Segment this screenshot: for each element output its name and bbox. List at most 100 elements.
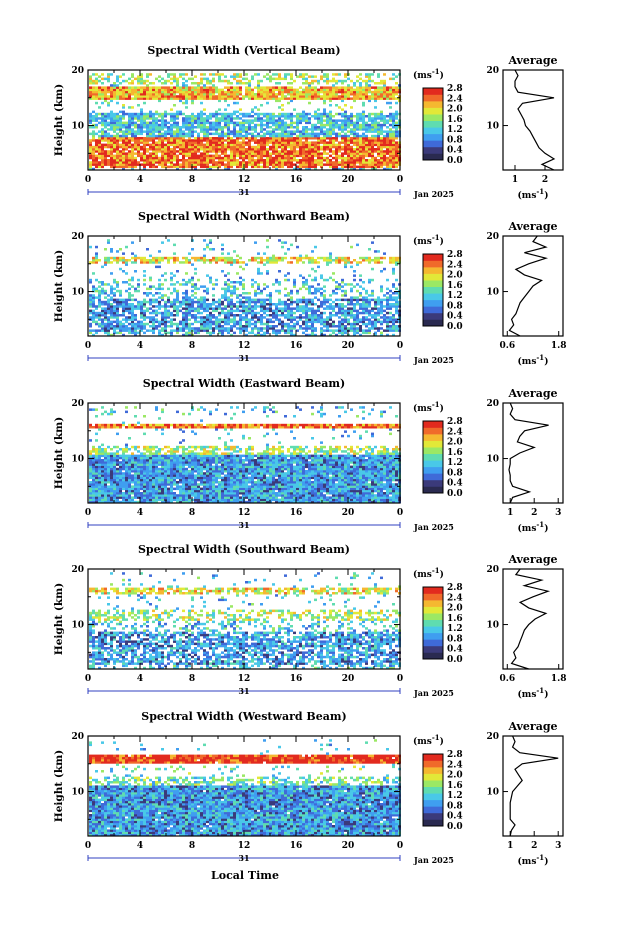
heatmap-cell [344,156,347,160]
heatmap-cell [389,123,392,127]
heatmap-cell [389,159,392,162]
heatmap-cell [389,139,392,142]
heatmap-cell [104,331,107,335]
heatmap-cell [395,320,398,324]
heatmap-cell [89,141,92,144]
heatmap-cell [227,327,230,330]
heatmap-cell [302,331,305,335]
heatmap-cell [254,154,257,158]
x-tick-label: 20 [342,175,355,185]
heatmap-cell [329,159,332,162]
colorbar-frame [422,87,444,161]
heatmap-cell [98,161,101,164]
heatmap-cell [224,167,227,171]
heatmap-cell [92,126,95,129]
heatmap-cell [305,152,308,155]
heatmap-cell [95,320,98,324]
heatmap-cell [338,167,341,171]
heatmap-cell [284,305,287,308]
heatmap-cell [314,320,317,324]
heatmap-cell [227,119,230,122]
heatmap-cell [353,97,356,100]
heatmap-cell [113,90,116,94]
heatmap-cell [263,75,266,78]
heatmap-cell [209,90,212,94]
heatmap-cell [98,325,101,328]
heatmap-cell [149,303,152,306]
heatmap-cell [332,79,335,83]
heatmap-cell [242,123,245,127]
heatmap-cell [275,86,278,89]
heatmap-cell [272,327,275,330]
heatmap-cell [194,86,197,89]
heatmap-cell [185,320,188,324]
heatmap-cell [266,309,269,313]
heatmap-cell [227,134,230,138]
heatmap-cell [353,278,356,282]
heatmap-cell [302,152,305,155]
heatmap-cell [353,159,356,162]
heatmap-cell [119,115,122,118]
heatmap-cell [143,318,146,321]
heatmap-cell [92,86,95,89]
heatmap-cell [272,88,275,92]
heatmap-cell [155,318,158,321]
heatmap-cell [197,161,200,164]
heatmap-cell [383,86,386,89]
heatmap-cell [266,143,269,147]
heatmap-cell [203,148,206,151]
heatmap-cell [140,148,143,151]
heatmap-cell [362,305,365,308]
heatmap-cell [245,126,248,129]
heatmap-cell [137,145,140,149]
heatmap-cell [206,305,209,308]
heatmap-cell [308,97,311,100]
heatmap-cell [143,316,146,319]
heatmap-cell [290,73,293,76]
heatmap-cell [272,165,275,169]
heatmap-cell [233,77,236,81]
heatmap-cell [221,327,224,330]
heatmap-cell [98,285,101,288]
heatmap-cell [290,86,293,89]
heatmap-cell [293,145,296,149]
heatmap-cell [209,139,212,142]
heatmap-cell [254,281,257,284]
heatmap-cell [167,143,170,147]
heatmap-cell [164,121,167,125]
heatmap-cell [113,294,116,297]
heatmap-cell [395,93,398,96]
heatmap-cell [146,88,149,92]
heatmap-cell [116,298,119,302]
heatmap-cell [152,159,155,162]
heatmap-cell [215,316,218,319]
heatmap-cell [275,311,278,315]
heatmap-cell [128,139,131,142]
heatmap-cell [170,130,173,133]
heatmap-cell [158,278,161,282]
heatmap-cell [305,161,308,164]
heatmap-cell [299,287,302,291]
heatmap-cell [116,318,119,321]
heatmap-cell [236,165,239,169]
heatmap-cell [311,309,314,313]
heatmap-cell [203,303,206,306]
heatmap-cell [137,278,140,282]
heatmap-cell [383,154,386,158]
heatmap-cell [383,156,386,160]
heatmap-cell [359,329,362,332]
heatmap-cell [332,305,335,308]
heatmap-cell [197,88,200,92]
heatmap-cell [230,285,233,288]
heatmap-cell [287,154,290,158]
heatmap-cell [311,132,314,136]
heatmap-cell [347,154,350,158]
heatmap-cell [152,112,155,116]
heatmap-cell [224,75,227,78]
heatmap-cell [221,112,224,116]
heatmap-cell [176,141,179,144]
heatmap-cell [218,318,221,321]
heatmap-cell [107,309,110,313]
heatmap-cell [173,90,176,94]
heatmap-cell [158,305,161,308]
